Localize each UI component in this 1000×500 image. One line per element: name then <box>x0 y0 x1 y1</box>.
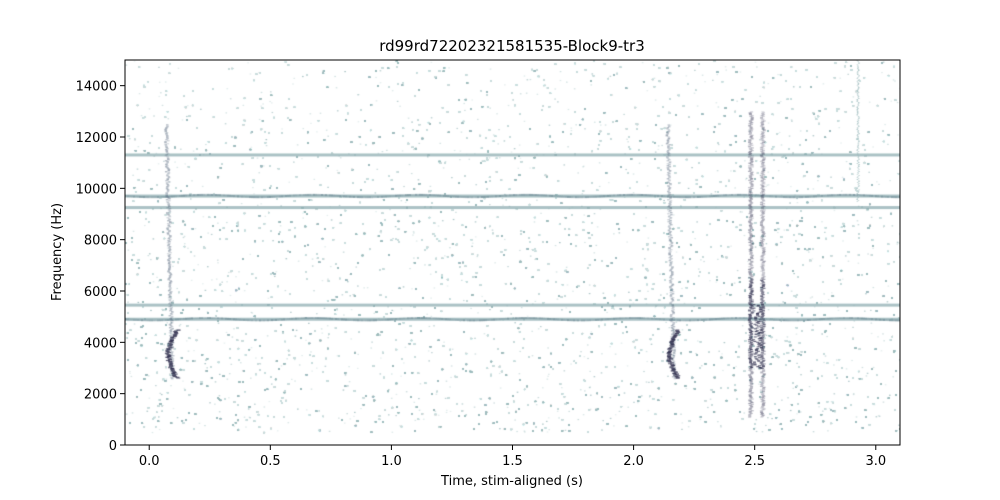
x-tick-label: 2.5 <box>744 454 765 469</box>
x-tick-label: 0.5 <box>260 454 281 469</box>
y-tick-label: 8000 <box>84 234 117 249</box>
y-tick-label: 4000 <box>84 336 117 351</box>
y-tick-label: 2000 <box>84 388 117 403</box>
chart-title: rd99rd72202321581535-Block9-tr3 <box>379 37 645 55</box>
y-axis: 0 2000 4000 6000 8000 10000 12000 14000 <box>76 80 125 454</box>
y-tick-label: 10000 <box>76 182 117 197</box>
y-tick-label: 0 <box>109 439 117 454</box>
x-axis: 0.0 0.5 1.0 1.5 2.0 2.5 3.0 <box>139 445 886 469</box>
spectrogram-image <box>125 60 900 445</box>
y-tick-label: 12000 <box>76 131 117 146</box>
spectrogram-raster <box>125 60 900 445</box>
x-tick-label: 0.0 <box>139 454 160 469</box>
y-tick-label: 6000 <box>84 285 117 300</box>
x-axis-title: Time, stim-aligned (s) <box>440 474 583 489</box>
x-tick-label: 1.0 <box>381 454 402 469</box>
x-tick-label: 1.5 <box>502 454 523 469</box>
x-tick-label: 3.0 <box>865 454 886 469</box>
y-axis-title: Frequency (Hz) <box>50 203 65 301</box>
plot-area <box>124 59 901 446</box>
x-tick-label: 2.0 <box>623 454 644 469</box>
y-tick-label: 14000 <box>76 80 117 95</box>
